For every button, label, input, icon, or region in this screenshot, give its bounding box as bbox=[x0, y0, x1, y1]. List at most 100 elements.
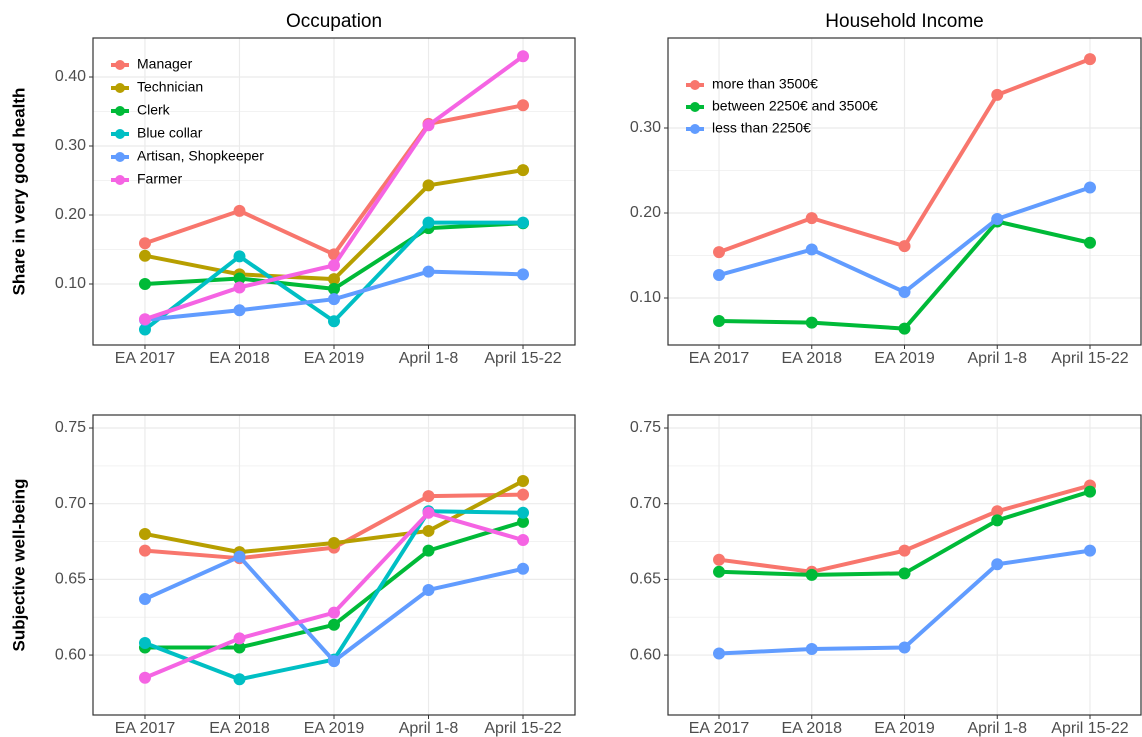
x-tick-label: EA 2017 bbox=[689, 720, 750, 737]
data-point bbox=[1083, 236, 1096, 249]
data-point bbox=[713, 553, 726, 566]
data-point bbox=[328, 537, 340, 550]
data-point bbox=[422, 265, 435, 278]
panel-title: Occupation bbox=[286, 11, 382, 32]
x-tick-label: EA 2018 bbox=[209, 720, 270, 737]
data-point bbox=[138, 636, 151, 649]
data-point bbox=[1083, 544, 1096, 557]
data-point bbox=[713, 647, 726, 660]
data-point bbox=[422, 583, 435, 596]
data-point bbox=[517, 50, 530, 63]
data-point bbox=[138, 527, 151, 540]
data-point bbox=[991, 558, 1004, 571]
legend-key-point bbox=[115, 129, 125, 139]
x-tick-label: EA 2019 bbox=[874, 720, 935, 737]
x-tick-label: EA 2019 bbox=[304, 720, 365, 737]
panel-border bbox=[667, 37, 1142, 346]
data-point bbox=[138, 313, 151, 326]
y-tick-label: 0.30 bbox=[630, 119, 661, 136]
data-point bbox=[898, 240, 911, 253]
data-point bbox=[233, 304, 246, 317]
y-axis-title: Subjective well-being bbox=[9, 479, 28, 652]
data-point bbox=[328, 293, 340, 306]
data-point bbox=[898, 544, 911, 557]
data-point bbox=[138, 323, 151, 336]
panel: 0.60 0.65 0.70 0.75 EA 2017 EA 2018 EA 2019 Apr… bbox=[9, 414, 576, 737]
data-point bbox=[1083, 181, 1096, 194]
data-point bbox=[138, 593, 151, 606]
data-point bbox=[898, 286, 911, 299]
y-tick-label: 0.75 bbox=[55, 419, 86, 436]
x-tick-label: EA 2018 bbox=[782, 720, 843, 737]
data-point bbox=[713, 269, 726, 282]
y-tick-label: 0.10 bbox=[55, 275, 86, 292]
data-point bbox=[517, 506, 530, 519]
data-point bbox=[805, 568, 818, 581]
x-tick-label: April 15-22 bbox=[1051, 720, 1128, 737]
data-point bbox=[328, 273, 340, 286]
data-point bbox=[713, 314, 726, 327]
x-tick-label: EA 2017 bbox=[115, 350, 176, 367]
x-tick-label: EA 2019 bbox=[304, 350, 365, 367]
data-point bbox=[233, 272, 246, 285]
data-point bbox=[422, 506, 435, 519]
panel-border bbox=[92, 37, 576, 346]
y-axis-title: Share in very good health bbox=[9, 88, 28, 296]
x-tick-label: April 15-22 bbox=[1051, 350, 1128, 367]
data-point bbox=[805, 243, 818, 256]
x-tick-label: EA 2018 bbox=[209, 350, 270, 367]
data-point bbox=[805, 316, 818, 329]
data-point bbox=[1083, 53, 1096, 66]
data-point bbox=[233, 632, 246, 645]
panel: 0.10 0.20 0.30 EA 2017 EA 2018 EA 2019 April 1… bbox=[630, 11, 1142, 367]
legend-key-point bbox=[115, 60, 125, 70]
data-point bbox=[138, 671, 151, 684]
legend-key-point bbox=[115, 152, 125, 162]
data-point bbox=[328, 618, 340, 631]
data-point bbox=[713, 565, 726, 578]
y-tick-label: 0.75 bbox=[630, 419, 661, 436]
data-point bbox=[422, 179, 435, 192]
panel-title: Household Income bbox=[825, 11, 983, 32]
legend-label: Technician bbox=[137, 79, 203, 95]
legend-key-point bbox=[115, 106, 125, 116]
data-point bbox=[898, 641, 911, 654]
data-point bbox=[138, 278, 151, 291]
data-point bbox=[138, 544, 151, 557]
data-point bbox=[328, 315, 340, 328]
legend-label: Manager bbox=[137, 56, 193, 72]
data-point bbox=[517, 164, 530, 177]
data-point bbox=[138, 237, 151, 250]
data-point bbox=[517, 488, 530, 501]
legend-label: more than 3500€ bbox=[712, 76, 818, 92]
data-point bbox=[328, 655, 340, 668]
x-tick-label: EA 2017 bbox=[689, 350, 750, 367]
y-tick-label: 0.70 bbox=[55, 495, 86, 512]
y-tick-label: 0.65 bbox=[55, 571, 86, 588]
legend-key-point bbox=[690, 80, 700, 90]
data-point bbox=[328, 606, 340, 619]
x-tick-label: April 1-8 bbox=[967, 350, 1027, 367]
data-point bbox=[233, 550, 246, 563]
data-point bbox=[517, 268, 530, 281]
legend-label: less than 2250€ bbox=[712, 120, 811, 136]
data-point bbox=[991, 88, 1004, 101]
y-tick-label: 0.60 bbox=[630, 646, 661, 663]
data-point bbox=[991, 514, 1004, 527]
data-point bbox=[233, 250, 246, 263]
x-tick-label: April 1-8 bbox=[399, 350, 459, 367]
y-tick-label: 0.65 bbox=[630, 571, 661, 588]
x-tick-label: April 15-22 bbox=[484, 350, 561, 367]
x-tick-label: April 15-22 bbox=[484, 720, 561, 737]
data-point bbox=[328, 259, 340, 272]
data-point bbox=[713, 246, 726, 259]
data-point bbox=[517, 474, 530, 487]
data-point bbox=[898, 322, 911, 335]
data-point bbox=[328, 282, 340, 295]
legend-key-point bbox=[690, 102, 700, 112]
data-point bbox=[517, 216, 530, 229]
x-tick-label: EA 2019 bbox=[874, 350, 935, 367]
x-tick-label: April 1-8 bbox=[399, 720, 459, 737]
data-point bbox=[328, 248, 340, 261]
legend-label: Farmer bbox=[137, 171, 182, 187]
